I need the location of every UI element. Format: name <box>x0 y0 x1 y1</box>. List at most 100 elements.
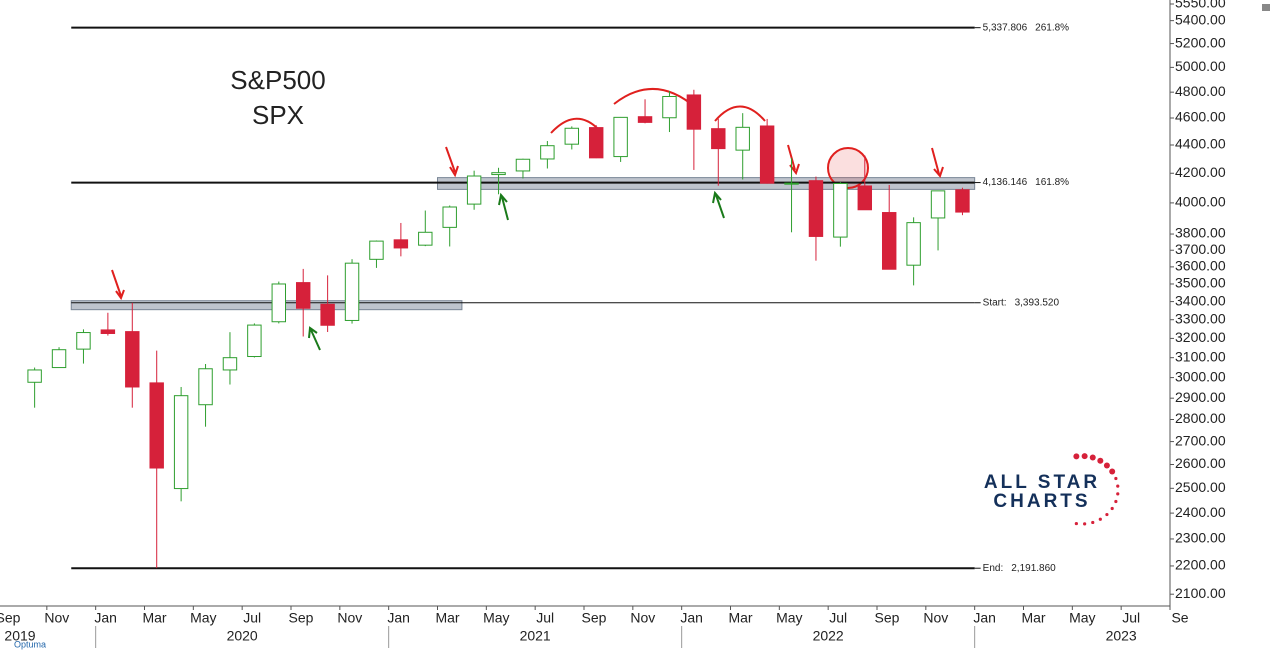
chart-title: S&P500 <box>230 65 325 95</box>
x-tick-label: Jul <box>243 610 261 626</box>
year-label: 2019 <box>4 628 35 644</box>
level-value: 5,337.806 <box>983 22 1028 33</box>
candle-body <box>344 262 360 321</box>
candle-body <box>369 240 384 260</box>
y-tick-label: 3300.00 <box>1175 310 1226 326</box>
candle-body <box>76 332 91 350</box>
level-value: 4,136.146 <box>983 177 1028 188</box>
level-name: Start: <box>983 297 1007 308</box>
candle-body <box>881 212 897 270</box>
candle-body <box>295 282 311 309</box>
star <box>1089 454 1096 461</box>
candle-body <box>955 189 970 213</box>
x-tick-label: Nov <box>923 610 948 626</box>
y-tick-label: 3000.00 <box>1175 368 1226 384</box>
lock-icon <box>1262 4 1270 11</box>
level-pct: 261.8% <box>1035 22 1069 33</box>
year-label: 2021 <box>520 628 551 644</box>
green-arrow <box>712 190 725 219</box>
y-tick-label: 2200.00 <box>1175 557 1226 573</box>
y-tick-label: 2700.00 <box>1175 432 1226 448</box>
green-arrow <box>498 192 509 221</box>
x-tick-label: Jan <box>387 610 410 626</box>
star <box>1114 476 1118 481</box>
star <box>1073 453 1080 460</box>
star <box>1091 520 1095 525</box>
candle-body <box>100 329 116 334</box>
year-label: 2022 <box>813 628 844 644</box>
x-tick-label: May <box>190 610 216 626</box>
level-pct: 161.8% <box>1035 177 1069 188</box>
y-tick-label: 2900.00 <box>1175 389 1226 405</box>
candle-body <box>759 125 775 184</box>
y-tick-label: 3600.00 <box>1175 258 1226 274</box>
circle <box>827 147 869 189</box>
candle-body <box>906 222 921 266</box>
candle-body <box>540 145 555 160</box>
y-tick-label: 2100.00 <box>1175 585 1226 601</box>
y-tick-label: 3400.00 <box>1175 292 1226 308</box>
x-tick-label: Nov <box>337 610 362 626</box>
candle-body <box>418 231 433 246</box>
y-tick-label: 3500.00 <box>1175 275 1226 291</box>
logo: ALL STAR CHARTS <box>984 453 1120 526</box>
star <box>1116 484 1120 488</box>
y-tick-label: 4400.00 <box>1175 136 1226 152</box>
x-tick-label: Jan <box>94 610 117 626</box>
y-tick-label: 2500.00 <box>1175 479 1226 495</box>
candle-body <box>320 303 335 326</box>
x-tick-label: Sep <box>0 610 21 626</box>
candle-body <box>125 331 140 388</box>
x-tick-label: Sep <box>582 610 607 626</box>
x-tick-label: May <box>1069 610 1095 626</box>
red-arrow <box>445 146 459 178</box>
candle-body <box>686 94 702 130</box>
x-tick-label: Nov <box>44 610 69 626</box>
candle-body <box>588 127 604 159</box>
star <box>1083 522 1087 526</box>
logo-text: ALL STAR <box>984 472 1100 493</box>
candle-body <box>857 185 873 211</box>
candle-body <box>735 126 750 151</box>
star <box>1098 517 1102 521</box>
candle-body <box>637 116 653 123</box>
candle-body <box>149 382 164 469</box>
x-tick-label: Jul <box>829 610 847 626</box>
candle-body <box>930 190 946 219</box>
y-tick-label: 4800.00 <box>1175 83 1226 99</box>
x-tick-label: Mar <box>728 610 752 626</box>
candle-body <box>173 395 189 490</box>
star <box>1110 506 1114 511</box>
x-tick-label: Mar <box>435 610 459 626</box>
candle-body <box>784 182 799 185</box>
level-name: End: <box>983 563 1004 574</box>
y-tick-label: 4600.00 <box>1175 109 1226 125</box>
x-tick-label: Mar <box>1021 610 1045 626</box>
candle-body <box>711 128 726 150</box>
candle-body <box>198 368 213 406</box>
candle-body <box>833 182 848 238</box>
candle-body <box>662 95 677 119</box>
arc <box>613 88 697 109</box>
y-tick-label: 5200.00 <box>1175 34 1226 50</box>
red-arrow <box>111 269 125 301</box>
star <box>1097 457 1104 464</box>
candle-body <box>271 283 287 323</box>
candle-body <box>222 357 238 371</box>
x-tick-label: May <box>483 610 509 626</box>
y-tick-label: 5000.00 <box>1175 58 1226 74</box>
logo-text: CHARTS <box>993 491 1090 512</box>
y-tick-label: 3200.00 <box>1175 329 1226 345</box>
source: Optuma <box>14 639 46 649</box>
x-tick-label: Sep <box>289 610 314 626</box>
level-value: 2,191.860 <box>1011 563 1056 574</box>
y-tick-label: 3700.00 <box>1175 241 1226 257</box>
y-tick-label: 5550.00 <box>1175 0 1226 11</box>
star <box>1103 462 1110 469</box>
candle-body <box>515 158 531 172</box>
candle-body <box>564 127 580 145</box>
y-tick-label: 3100.00 <box>1175 348 1226 364</box>
x-tick-label: Jul <box>536 610 554 626</box>
x-tick-label: Sep <box>875 610 900 626</box>
chart-subtitle: SPX <box>252 100 304 130</box>
